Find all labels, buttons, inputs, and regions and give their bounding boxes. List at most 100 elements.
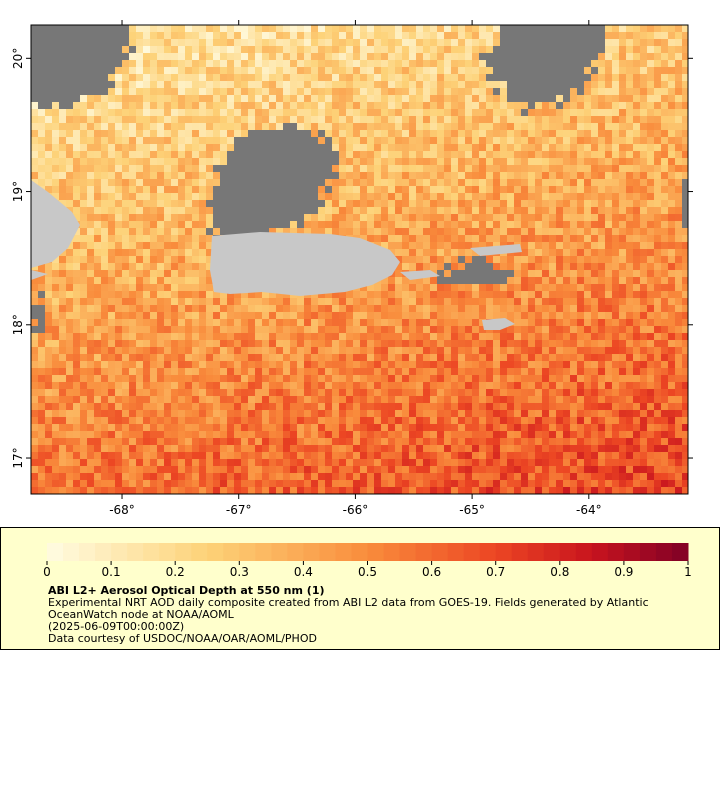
aod-cell: [500, 179, 507, 186]
aod-cell: [136, 25, 143, 32]
aod-cell: [577, 389, 584, 396]
aod-cell: [87, 123, 94, 130]
aod-cell: [269, 32, 276, 39]
aod-cell: [577, 123, 584, 130]
aod-cell: [255, 312, 262, 319]
aod-cell: [192, 25, 199, 32]
aod-cell: [402, 200, 409, 207]
aod-cell: [430, 361, 437, 368]
aod-cell: [360, 207, 367, 214]
aod-cell: [626, 60, 633, 67]
aod-cell: [199, 235, 206, 242]
aod-cell: [339, 431, 346, 438]
aod-cell: [626, 389, 633, 396]
aod-cell: [108, 102, 115, 109]
aod-cell: [423, 424, 430, 431]
aod-cell: [493, 151, 500, 158]
aod-cell: [430, 151, 437, 158]
aod-cell: [206, 137, 213, 144]
aod-cell: [633, 291, 640, 298]
aod-cell: [332, 417, 339, 424]
aod-cell: [241, 417, 248, 424]
aod-cell: [675, 249, 682, 256]
aod-cell: [395, 263, 402, 270]
aod-cell: [381, 186, 388, 193]
aod-cell: [346, 60, 353, 67]
aod-cell: [633, 312, 640, 319]
aod-cell: [115, 403, 122, 410]
aod-cell: [542, 284, 549, 291]
aod-cell: [668, 46, 675, 53]
aod-cell: [206, 277, 213, 284]
aod-cell: [199, 116, 206, 123]
aod-cell: [164, 67, 171, 74]
aod-cell: [612, 25, 619, 32]
aod-cell: [255, 403, 262, 410]
aod-cell: [59, 333, 66, 340]
aod-cell: [206, 235, 213, 242]
aod-cell: [388, 431, 395, 438]
aod-cell: [87, 277, 94, 284]
aod-cell: [465, 81, 472, 88]
aod-cell: [206, 144, 213, 151]
aod-cell: [101, 102, 108, 109]
aod-cell: [507, 116, 514, 123]
aod-cell: [423, 368, 430, 375]
aod-cell: [395, 25, 402, 32]
aod-cell: [528, 375, 535, 382]
aod-cell: [577, 361, 584, 368]
aod-cell: [234, 81, 241, 88]
aod-cell: [143, 95, 150, 102]
aod-cell: [115, 193, 122, 200]
aod-cell: [101, 417, 108, 424]
aod-cell: [416, 123, 423, 130]
aod-cell: [374, 284, 381, 291]
aod-cell: [213, 151, 220, 158]
aod-cell: [451, 431, 458, 438]
aod-cell: [164, 172, 171, 179]
aod-cell: [451, 284, 458, 291]
aod-cell: [549, 326, 556, 333]
aod-cell: [339, 102, 346, 109]
aod-cell: [374, 109, 381, 116]
aod-cell: [493, 109, 500, 116]
aod-cell: [332, 53, 339, 60]
aod-cell: [682, 249, 688, 256]
aod-cell: [178, 109, 185, 116]
aod-cell: [430, 284, 437, 291]
aod-cell: [129, 424, 136, 431]
aod-cell: [395, 32, 402, 39]
aod-cell: [185, 347, 192, 354]
aod-cell: [451, 249, 458, 256]
aod-cell: [143, 256, 150, 263]
aod-cell: [367, 417, 374, 424]
aod-cell: [227, 319, 234, 326]
aod-cell: [101, 221, 108, 228]
aod-cell: [248, 403, 255, 410]
aod-cell: [458, 46, 465, 53]
aod-cell: [318, 67, 325, 74]
aod-cell: [353, 417, 360, 424]
aod-cell: [115, 312, 122, 319]
aod-cell: [605, 319, 612, 326]
aod-cell: [227, 291, 234, 298]
aod-cell: [374, 305, 381, 312]
aod-cell: [584, 116, 591, 123]
aod-cell: [612, 67, 619, 74]
aod-cell: [633, 333, 640, 340]
aod-cell: [605, 25, 612, 32]
aod-cell: [101, 130, 108, 137]
aod-cell: [493, 102, 500, 109]
aod-cell: [178, 410, 185, 417]
aod-cell: [171, 130, 178, 137]
aod-cell: [437, 347, 444, 354]
aod-cell: [227, 312, 234, 319]
aod-cell: [388, 375, 395, 382]
aod-cell: [59, 123, 66, 130]
aod-cell: [402, 130, 409, 137]
aod-cell: [458, 165, 465, 172]
aod-cell: [332, 312, 339, 319]
aod-cell: [535, 235, 542, 242]
aod-cell: [234, 326, 241, 333]
aod-cell: [458, 137, 465, 144]
